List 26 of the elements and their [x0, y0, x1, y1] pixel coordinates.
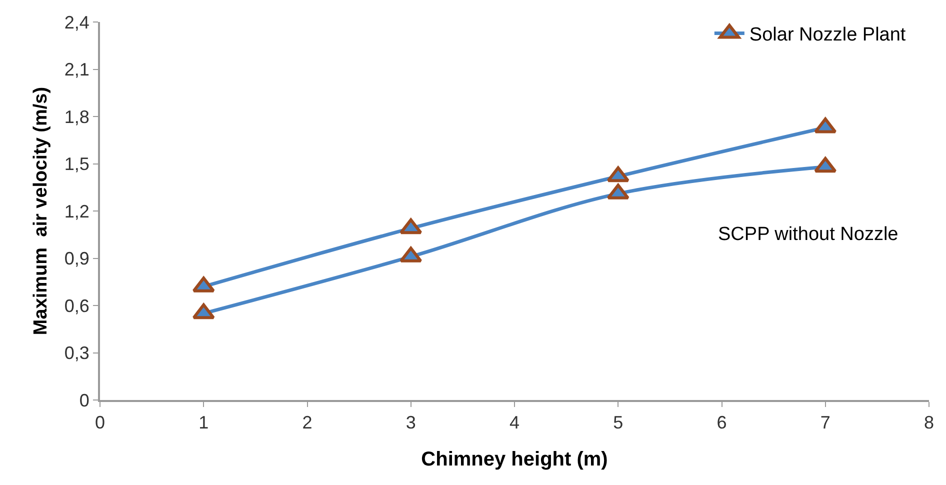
- y-tick-label: 2,1: [64, 60, 90, 80]
- y-tick-label: 0,3: [64, 343, 90, 364]
- point: [400, 218, 422, 234]
- y-tick-label: 1,8: [64, 106, 90, 127]
- x-tick-label: 1: [198, 412, 209, 433]
- x-tick-label: 6: [716, 412, 727, 433]
- x-tick-label: 3: [406, 412, 416, 433]
- text: SCPP without Nozzle: [718, 224, 898, 245]
- y-tick-label: 0: [79, 390, 90, 410]
- x-tick-label: 4: [509, 412, 520, 433]
- y-axis-title: Maximum air velocity (m/s): [30, 86, 52, 336]
- y-tick-label: 1,2: [64, 201, 90, 222]
- y-tick-label: 0,6: [64, 296, 90, 316]
- point: [606, 166, 630, 182]
- point: [814, 156, 837, 173]
- legend-label: Solar Nozzle Plant: [749, 24, 906, 46]
- x-tick-label: 8: [924, 412, 934, 433]
- x-tick-label: 5: [613, 412, 624, 433]
- x-tick-label: 2: [302, 412, 312, 433]
- y-tick-label: 0,9: [64, 248, 90, 269]
- y-tick-label: 2,4: [64, 12, 90, 32]
- y-tick-label: 1,5: [64, 154, 90, 174]
- x-tick-label: 7: [820, 412, 830, 433]
- x-tick-label: 0: [94, 412, 106, 433]
- x-axis-title: Chimney height (m): [421, 448, 608, 471]
- point: [192, 303, 215, 320]
